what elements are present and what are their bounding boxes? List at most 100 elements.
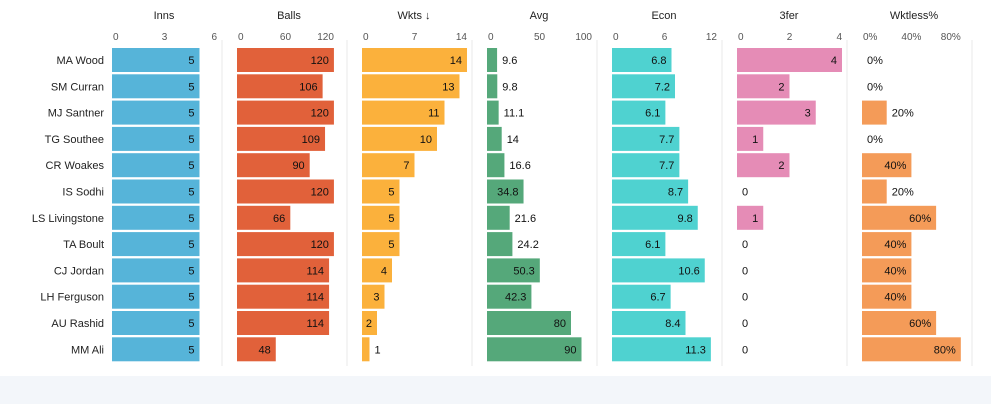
bar (612, 284, 671, 309)
column-header[interactable]: Balls (277, 10, 301, 22)
bar (862, 258, 912, 283)
data-label: 5 (188, 318, 194, 330)
panel-avg: Avg 0 50 100 9.6 9.8 11.1 14 16.6 34.8 21.6 24.2 50.… (487, 10, 592, 362)
bar (362, 311, 377, 335)
tick-label: 6 (211, 32, 217, 43)
bar (112, 74, 200, 99)
bar (612, 179, 689, 204)
data-label: 5 (188, 187, 194, 199)
data-label: 90 (292, 160, 304, 172)
bar (862, 284, 912, 309)
bar (487, 232, 513, 257)
data-label: 5 (388, 187, 394, 199)
bar (112, 179, 200, 204)
data-label: 40% (884, 265, 906, 277)
data-label: 80% (934, 344, 956, 356)
data-label: 120 (311, 239, 329, 251)
tick-label: 12 (706, 32, 718, 43)
data-label: 4 (831, 55, 837, 67)
data-label: 5 (388, 213, 394, 225)
bar (487, 311, 571, 335)
data-label: 6.8 (651, 55, 666, 67)
bar (487, 126, 502, 151)
column-header[interactable]: Wktless% (890, 10, 939, 22)
data-label: 114 (307, 265, 325, 277)
bar (237, 179, 334, 204)
column-header[interactable]: Avg (530, 10, 549, 22)
data-label: 2 (366, 318, 372, 330)
tick-label: 14 (456, 32, 468, 43)
tick-label: 0 (363, 32, 369, 43)
data-label: 5 (188, 344, 194, 356)
bar (112, 48, 200, 72)
data-label: 3 (805, 108, 811, 120)
column-header[interactable]: 3fer (780, 10, 799, 22)
bar (862, 153, 912, 178)
data-label: 114 (307, 292, 325, 304)
bar (237, 337, 276, 362)
data-label: 3 (373, 292, 379, 304)
player-name: TG Southee (45, 134, 104, 146)
column-header[interactable]: Wkts ↓ (398, 10, 431, 22)
tick-label: 2 (787, 32, 793, 43)
player-name: MM Ali (71, 344, 104, 356)
bar (612, 100, 666, 125)
data-label: 4 (381, 265, 387, 277)
data-label: 120 (311, 108, 329, 120)
bar (737, 205, 764, 230)
data-label: 48 (259, 344, 271, 356)
bar (362, 179, 400, 204)
bar (237, 100, 334, 125)
data-label: 11.1 (504, 108, 525, 120)
data-label: 5 (188, 160, 194, 172)
data-label: 40% (884, 292, 906, 304)
data-label: 60% (909, 318, 931, 330)
data-label: 7.7 (659, 160, 674, 172)
bar (362, 232, 400, 257)
data-label: 0 (742, 187, 748, 199)
tick-label: 80% (941, 32, 961, 43)
data-label: 66 (273, 213, 285, 225)
tick-label: 0 (113, 32, 119, 43)
bar (237, 74, 323, 99)
player-name: TA Boult (63, 239, 104, 251)
bar (737, 126, 764, 151)
tick-label: 0% (863, 32, 878, 43)
tick-label: 0 (738, 32, 744, 43)
player-name: MA Wood (57, 55, 105, 67)
bar (237, 205, 291, 230)
bar (862, 337, 961, 362)
tick-label: 0 (238, 32, 244, 43)
bar (487, 48, 498, 72)
data-label: 10 (420, 134, 432, 146)
data-label: 2 (778, 81, 784, 93)
bar (862, 100, 887, 125)
bar (862, 179, 887, 204)
bar (737, 153, 790, 178)
tick-label: 4 (836, 32, 842, 43)
bar (612, 258, 705, 283)
bar (112, 337, 200, 362)
bar (612, 337, 711, 362)
bar (362, 205, 400, 230)
player-name: CJ Jordan (54, 265, 104, 277)
column-header[interactable]: Econ (651, 10, 676, 22)
bar (737, 74, 790, 99)
data-label: 120 (311, 55, 329, 67)
bar (362, 153, 415, 178)
player-name: LS Livingstone (32, 213, 104, 225)
tick-label: 6 (662, 32, 668, 43)
bar (362, 74, 460, 99)
tick-label: 7 (412, 32, 418, 43)
bar (487, 179, 524, 204)
panel-econ: Econ 0 6 12 6.8 7.2 6.1 7.7 7.7 8.7 9.8 6.1 10.6 6.7 8… (612, 10, 718, 362)
footer-band (0, 376, 991, 404)
bar (487, 153, 505, 178)
player-name: IS Sodhi (62, 187, 104, 199)
panel-3fer: 3fer 0 2 4 4 2 3 1 2 0 1 0 0 0 0 0 (737, 10, 842, 356)
tick-label: 120 (317, 32, 334, 43)
bar (112, 258, 200, 283)
bar (112, 100, 200, 125)
column-header[interactable]: Inns (154, 10, 175, 22)
data-label: 60% (909, 213, 931, 225)
